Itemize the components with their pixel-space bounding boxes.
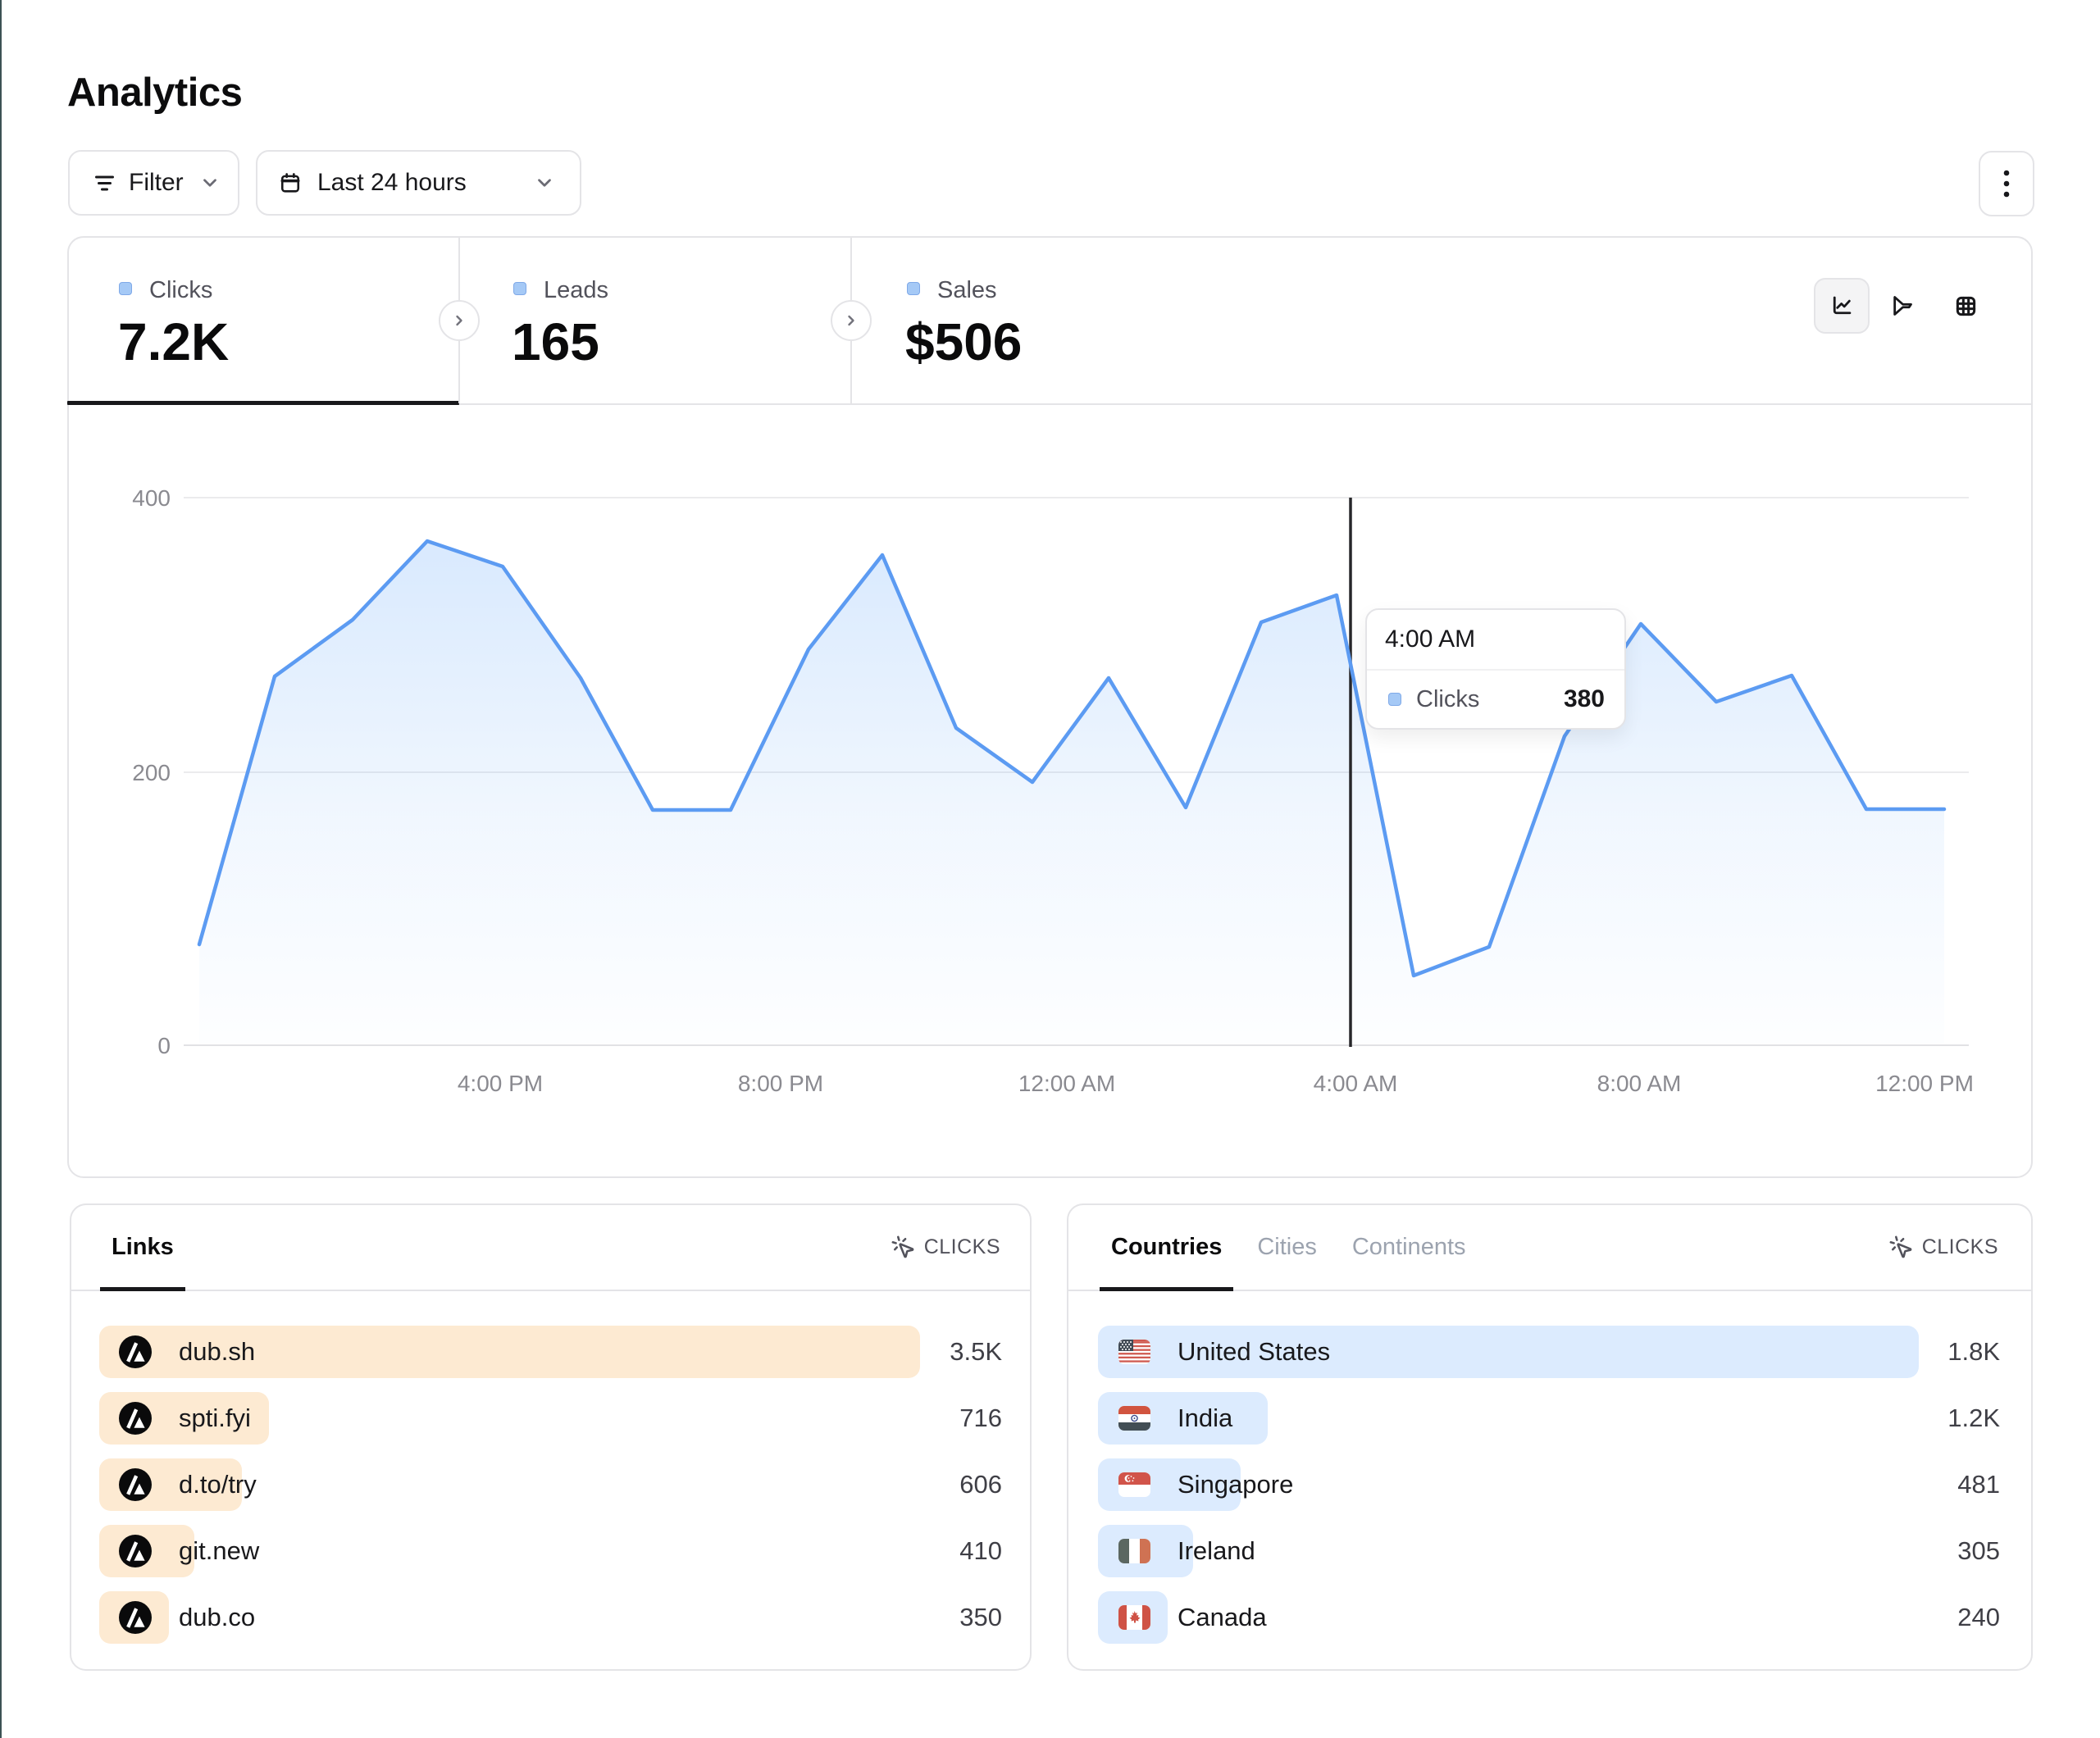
svg-text:400: 400 <box>132 485 171 511</box>
svg-text:8:00 AM: 8:00 AM <box>1597 1071 1682 1096</box>
svg-text:8:00 PM: 8:00 PM <box>738 1071 823 1096</box>
svg-text:4:00 PM: 4:00 PM <box>458 1071 543 1096</box>
svg-text:4:00 AM: 4:00 AM <box>1314 1071 1398 1096</box>
svg-text:12:00 AM: 12:00 AM <box>1018 1071 1115 1096</box>
svg-text:12:00 PM: 12:00 PM <box>1875 1071 1974 1096</box>
svg-text:200: 200 <box>132 760 171 785</box>
svg-text:0: 0 <box>157 1033 171 1058</box>
